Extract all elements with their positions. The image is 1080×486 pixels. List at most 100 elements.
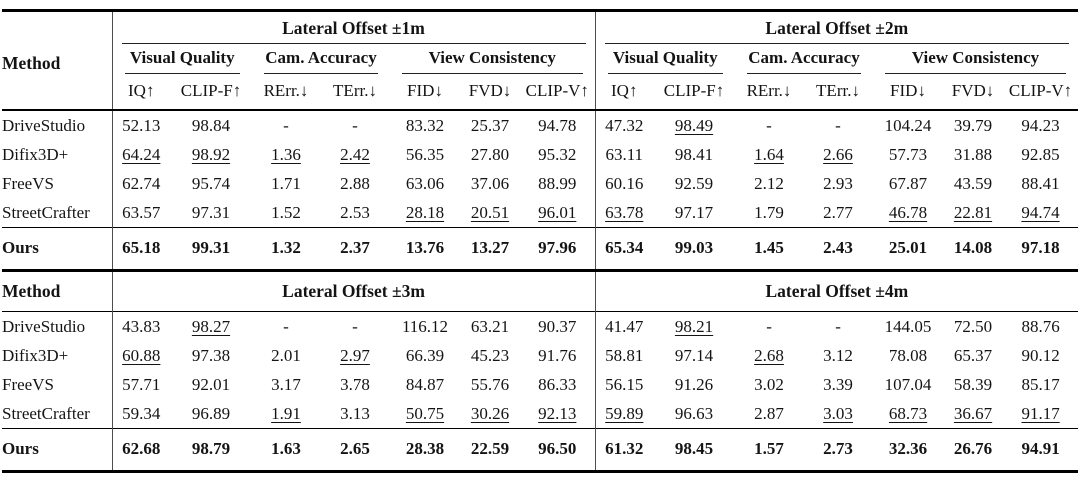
value-cell: 63.57 <box>122 203 161 223</box>
value-cell: 91.17 <box>1021 404 1060 424</box>
group-title: Lateral Offset ±3m <box>282 280 425 301</box>
value-cell: 88.76 <box>1021 317 1060 337</box>
value-cell: 92.85 <box>1021 145 1060 165</box>
value-cell: 98.45 <box>674 439 714 459</box>
value-cell: 3.03 <box>823 404 853 424</box>
value-cell: 39.79 <box>953 116 993 136</box>
value-cell: 90.37 <box>538 317 577 337</box>
method-name-cell: StreetCrafter <box>2 198 113 228</box>
value-cell: 88.41 <box>1021 174 1060 194</box>
method-name-cell: StreetCrafter <box>2 399 113 429</box>
method-name-cell: DriveStudio <box>2 311 113 342</box>
value-cell: 13.76 <box>405 238 445 258</box>
value-cell: 98.41 <box>674 145 714 165</box>
value-cell: 86.33 <box>538 375 577 395</box>
value-cell: 58.81 <box>594 341 654 371</box>
value-cell: - <box>835 116 841 136</box>
group-title-label: Lateral Offset ±2m <box>604 17 1070 45</box>
value-cell: 2.53 <box>340 203 370 223</box>
value-cell: 98.92 <box>191 145 231 165</box>
value-cell: 52.13 <box>122 116 161 136</box>
value-cell: 98.27 <box>191 317 231 337</box>
method-name-cell: Difix3D+ <box>2 140 113 170</box>
metric-header: FID↓ <box>890 80 926 100</box>
method-name-cell: DriveStudio <box>2 110 113 141</box>
value-cell: 96.01 <box>538 203 577 223</box>
value-cell: 144.05 <box>884 317 932 337</box>
value-cell: - <box>766 317 772 337</box>
value-cell: 56.35 <box>405 145 445 165</box>
metric-header: RErr.↓ <box>263 80 309 100</box>
value-cell: 26.76 <box>953 439 993 459</box>
value-cell: 97.14 <box>674 346 714 366</box>
subgroup-header-label: Cam. Accuracy <box>747 46 861 74</box>
value-cell: 22.59 <box>470 439 510 459</box>
value-cell: 57.71 <box>122 375 161 395</box>
value-cell: 62.74 <box>122 174 161 194</box>
value-cell: 96.50 <box>538 439 577 459</box>
value-cell: 97.31 <box>191 203 231 223</box>
value-cell: 95.74 <box>191 174 231 194</box>
value-cell: 98.84 <box>191 116 231 136</box>
value-cell: 50.75 <box>405 404 445 424</box>
value-cell: 63.06 <box>405 174 445 194</box>
value-cell: 97.96 <box>538 238 577 258</box>
table-row: FreeVS 62.74 95.74 1.71 2.88 63.06 37.06 88.99 6… <box>2 169 1078 199</box>
value-cell: 43.83 <box>122 317 161 337</box>
value-cell: 98.49 <box>674 116 714 136</box>
value-cell: 94.91 <box>1021 439 1060 459</box>
value-cell: 3.12 <box>823 346 853 366</box>
table-row: StreetCrafter 63.57 97.31 1.52 2.53 28.18 20.5… <box>2 198 1078 228</box>
value-cell: 14.08 <box>953 238 993 258</box>
value-cell: 98.79 <box>191 439 231 459</box>
value-cell: 72.50 <box>953 317 993 337</box>
table-row: DriveStudio 52.13 98.84 - - 83.32 25.37 94.78 47… <box>2 110 1078 141</box>
value-cell: 56.15 <box>594 370 654 400</box>
value-cell: 97.38 <box>191 346 231 366</box>
value-cell: 2.77 <box>823 203 853 223</box>
value-cell: 2.37 <box>340 238 370 258</box>
value-cell: 2.88 <box>340 174 370 194</box>
value-cell: 2.87 <box>754 404 784 424</box>
subgroup-header: Cam. Accuracy <box>735 44 873 74</box>
value-cell: 97.18 <box>1021 238 1060 258</box>
metric-header: TErr.↓ <box>816 80 860 100</box>
metric-header: CLIP-V↑ <box>525 80 589 100</box>
method-column-header: Method <box>2 270 113 312</box>
value-cell: 99.31 <box>191 238 231 258</box>
paper-results-table: Method Lateral Offset ±1m Lateral Offset ±… <box>2 9 1079 473</box>
value-cell: 116.12 <box>401 317 449 337</box>
value-cell: 32.36 <box>888 439 928 459</box>
value-cell: 85.17 <box>1021 375 1060 395</box>
value-cell: 97.17 <box>674 203 714 223</box>
subgroup-header: Visual Quality <box>112 44 252 74</box>
value-cell: 66.39 <box>405 346 445 366</box>
subgroup-header: Visual Quality <box>594 44 735 74</box>
value-cell: 59.34 <box>122 404 161 424</box>
value-cell: 91.26 <box>674 375 714 395</box>
group-title: Lateral Offset ±1m <box>112 11 595 45</box>
subgroup-header: View Consistency <box>390 44 595 74</box>
value-cell: 27.80 <box>470 145 510 165</box>
value-cell: 1.91 <box>271 404 301 424</box>
value-cell: 68.73 <box>888 404 928 424</box>
metric-header: IQ↑ <box>128 80 155 100</box>
method-name-cell: Ours <box>2 227 113 269</box>
value-cell: 59.89 <box>594 399 654 429</box>
value-cell: 28.18 <box>405 203 445 223</box>
metric-header: CLIP-V↑ <box>1008 80 1073 100</box>
value-cell: 25.37 <box>470 116 510 136</box>
table-row: Difix3D+ 64.24 98.92 1.36 2.42 56.35 27.80 95.3… <box>2 140 1078 170</box>
value-cell: 36.67 <box>953 404 993 424</box>
value-cell: 30.26 <box>470 404 510 424</box>
value-cell: 2.65 <box>340 439 370 459</box>
value-cell: 3.17 <box>271 375 301 395</box>
metric-header: RErr.↓ <box>746 80 792 100</box>
value-cell: 31.88 <box>953 145 993 165</box>
table-row: Difix3D+ 60.88 97.38 2.01 2.97 66.39 45.23 91.7… <box>2 341 1078 371</box>
value-cell: 1.57 <box>754 439 784 459</box>
value-cell: 1.52 <box>271 203 301 223</box>
value-cell: 61.32 <box>594 428 654 472</box>
metric-header: CLIP-F↑ <box>180 80 242 100</box>
method-name-cell: Ours <box>2 428 113 472</box>
